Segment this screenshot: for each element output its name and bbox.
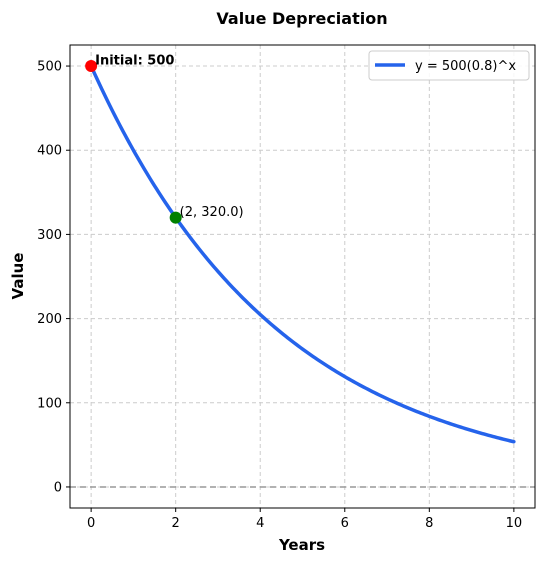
point-annotation-0: Initial: 500 <box>95 54 174 69</box>
legend-label-0: y = 500(0.8)^x <box>415 59 516 74</box>
chart-title: Value Depreciation <box>216 9 387 28</box>
point-annotation-1: (2, 320.0) <box>180 205 244 220</box>
x-tick-label: 10 <box>506 516 523 531</box>
legend: y = 500(0.8)^x <box>368 50 530 81</box>
y-tick-label: 400 <box>37 144 62 159</box>
x-tick-label: 0 <box>87 516 95 531</box>
x-tick-label: 8 <box>425 516 433 531</box>
x-tick-label: 4 <box>256 516 264 531</box>
y-tick-label: 300 <box>37 228 62 243</box>
series-layer <box>89 64 516 444</box>
y-tick-label: 200 <box>37 312 62 327</box>
grid-layer <box>70 45 535 508</box>
x-tick-label: 6 <box>341 516 349 531</box>
y-axis-label: Value <box>9 253 27 300</box>
plot-frame <box>69 44 536 509</box>
x-tick-label: 2 <box>172 516 180 531</box>
x-axis-label: Years <box>278 536 325 554</box>
marker-point-1 <box>169 211 182 224</box>
y-tick-label: 500 <box>37 60 62 75</box>
y-tick-label: 0 <box>54 480 62 495</box>
series-line-0 <box>89 64 516 444</box>
y-tick-label: 100 <box>37 396 62 411</box>
points-layer: Initial: 500 (2, 320.0) <box>85 54 244 224</box>
legend-box <box>368 50 530 81</box>
marker-point-0 <box>85 60 98 73</box>
